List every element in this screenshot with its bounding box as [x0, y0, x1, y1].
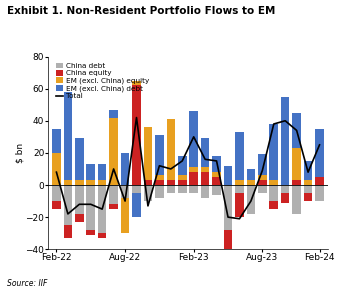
Bar	[178, 156, 187, 175]
Bar	[281, 97, 289, 185]
Bar	[109, 118, 118, 185]
Bar	[98, 185, 106, 233]
Bar	[315, 185, 324, 201]
Bar	[132, 81, 141, 86]
Bar	[292, 180, 301, 185]
Bar	[189, 111, 198, 167]
Bar	[201, 138, 209, 167]
Text: Source: IIF: Source: IIF	[7, 279, 47, 288]
Bar	[132, 86, 141, 185]
Bar	[247, 180, 255, 185]
Bar	[258, 180, 267, 185]
Bar	[304, 193, 313, 201]
Bar	[189, 172, 198, 185]
Bar	[52, 129, 61, 153]
Bar	[167, 185, 175, 193]
Bar	[75, 138, 84, 180]
Bar	[212, 177, 221, 185]
Bar	[224, 230, 232, 254]
Bar	[315, 177, 324, 185]
Bar	[315, 129, 324, 177]
Bar	[201, 172, 209, 185]
Bar	[155, 135, 164, 175]
Bar	[212, 172, 221, 177]
Bar	[75, 180, 84, 185]
Bar	[224, 166, 232, 185]
Bar	[98, 180, 106, 185]
Bar	[270, 201, 278, 209]
Bar	[86, 185, 95, 230]
Bar	[212, 185, 221, 195]
Bar	[247, 185, 255, 214]
Bar	[270, 180, 278, 185]
Bar	[98, 233, 106, 238]
Bar	[109, 110, 118, 118]
Bar	[64, 225, 72, 238]
Bar	[224, 185, 232, 230]
Bar	[304, 185, 313, 193]
Bar	[52, 201, 61, 209]
Bar	[201, 185, 209, 198]
Bar	[109, 204, 118, 209]
Bar	[247, 169, 255, 180]
Bar	[292, 148, 301, 180]
Bar	[86, 230, 95, 235]
Bar	[201, 167, 209, 172]
Bar	[189, 185, 198, 193]
Bar	[167, 119, 175, 180]
Legend: China debt, China equity, EM (excl. China) equity, EM (excl. China) debt, Total: China debt, China equity, EM (excl. Chin…	[55, 62, 150, 100]
Bar	[258, 185, 267, 193]
Bar	[52, 153, 61, 185]
Bar	[86, 164, 95, 180]
Bar	[258, 155, 267, 175]
Bar	[235, 132, 244, 180]
Bar	[281, 193, 289, 203]
Bar	[132, 193, 141, 217]
Bar	[144, 180, 152, 185]
Bar	[304, 161, 313, 180]
Bar	[292, 113, 301, 148]
Bar	[144, 127, 152, 180]
Bar	[109, 185, 118, 204]
Bar	[86, 180, 95, 185]
Bar	[64, 180, 72, 185]
Bar	[75, 185, 84, 214]
Bar	[178, 180, 187, 185]
Bar	[258, 175, 267, 180]
Bar	[304, 180, 313, 185]
Bar	[155, 180, 164, 185]
Bar	[52, 185, 61, 201]
Bar	[189, 167, 198, 172]
Bar	[270, 185, 278, 201]
Bar	[178, 175, 187, 180]
Bar	[235, 193, 244, 217]
Bar	[144, 185, 152, 201]
Y-axis label: $ bn: $ bn	[15, 143, 24, 163]
Bar	[235, 180, 244, 185]
Bar	[75, 214, 84, 222]
Bar	[178, 185, 187, 193]
Text: Exhibit 1. Non-Resident Portfolio Flows to EM: Exhibit 1. Non-Resident Portfolio Flows …	[7, 6, 275, 16]
Bar	[212, 156, 221, 172]
Bar	[292, 185, 301, 214]
Bar	[121, 198, 130, 233]
Bar	[64, 92, 72, 180]
Bar	[98, 164, 106, 180]
Bar	[270, 124, 278, 180]
Bar	[132, 185, 141, 193]
Bar	[281, 185, 289, 193]
Bar	[155, 175, 164, 180]
Bar	[121, 153, 130, 185]
Bar	[155, 185, 164, 198]
Bar	[167, 180, 175, 185]
Bar	[235, 185, 244, 193]
Bar	[64, 185, 72, 225]
Bar	[121, 185, 130, 198]
